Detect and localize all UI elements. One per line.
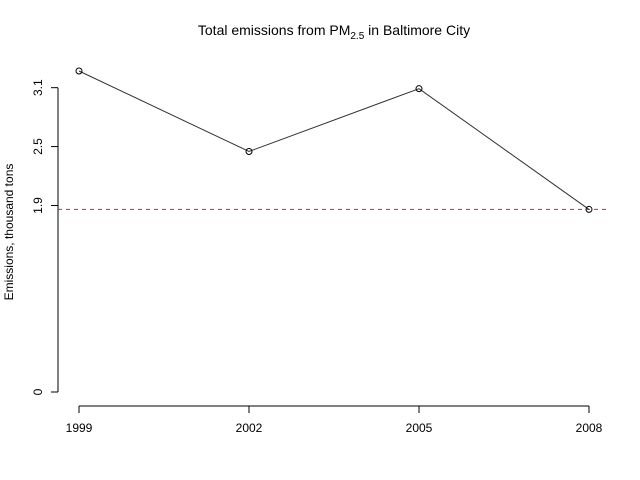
- x-tick-label: 2008: [576, 421, 603, 435]
- data-point: [245, 147, 253, 155]
- data-point: [415, 85, 423, 93]
- data-point: [75, 67, 83, 75]
- series-group: [75, 67, 593, 213]
- y-axis-label: Emissions, thousand tons: [2, 164, 16, 301]
- data-point: [585, 205, 593, 213]
- chart-title: Total emissions from PM2.5 in Baltimore …: [198, 22, 470, 42]
- y-tick-label: 0: [31, 388, 45, 395]
- x-tick-label: 2002: [236, 421, 263, 435]
- y-tick-label: 3.1: [31, 79, 45, 96]
- x-tick-label: 1999: [66, 421, 93, 435]
- chart-title-rest: in Baltimore City: [364, 22, 470, 38]
- y-tick-label: 2.5: [31, 138, 45, 155]
- x-tick-label: 2005: [406, 421, 433, 435]
- series-line: [78, 70, 590, 210]
- axes: 0 1.9 2.5 3.1 1999 2002 2005 2008: [31, 79, 603, 435]
- chart-title-subscript: 2.5: [350, 31, 364, 42]
- y-tick-label: 1.9: [31, 197, 45, 214]
- chart-title-main: Total emissions from PM: [198, 22, 350, 38]
